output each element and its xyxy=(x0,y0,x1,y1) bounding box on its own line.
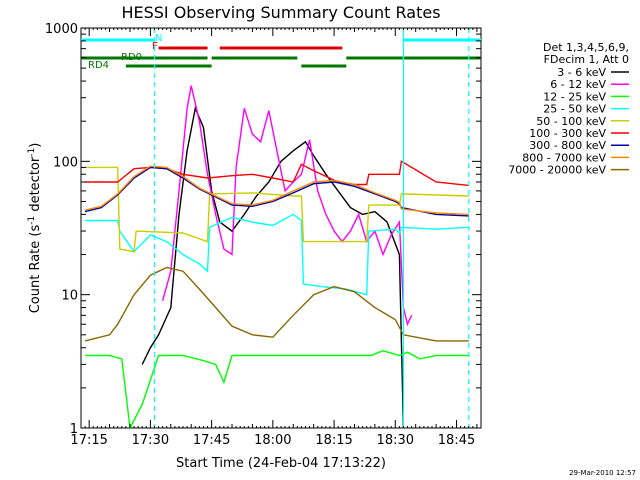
flag-label-2: RD0 xyxy=(121,52,142,63)
x-tick-label-2: 17:45 xyxy=(193,433,230,448)
chart-title: HESSI Observing Summary Count Rates xyxy=(121,3,440,22)
series-line-8 xyxy=(84,266,469,342)
series-line-4 xyxy=(85,166,469,253)
timestamp-stamp: 29-Mar-2010 12:57 xyxy=(569,469,636,477)
flags-layer: NFRD0RD4 xyxy=(81,33,481,71)
x-tick-label-6: 18:45 xyxy=(438,433,475,448)
y-axis-label-sup2: -1 xyxy=(27,148,37,157)
x-tick-label-4: 18:15 xyxy=(315,433,352,448)
legend-label-7: 800 - 7000 keV xyxy=(522,151,606,164)
x-tick-label-1: 17:30 xyxy=(132,433,169,448)
legend-label-6: 300 - 800 keV xyxy=(529,139,606,152)
legend-label-4: 50 - 100 keV xyxy=(536,115,606,128)
x-axis-label: Start Time (24-Feb-04 17:13:22) xyxy=(176,456,386,471)
legend-header-0: Det 1,3,4,5,6,9, xyxy=(543,41,629,54)
legend-header-1: FDecim 1, Att 0 xyxy=(544,53,629,66)
series-line-6 xyxy=(84,166,469,217)
legend-label-0: 3 - 6 keV xyxy=(557,66,606,79)
markers-layer xyxy=(153,28,470,428)
series-line-3 xyxy=(85,213,469,296)
legend-label-5: 100 - 300 keV xyxy=(529,127,606,140)
series-line-5 xyxy=(85,160,469,187)
legend-label-1: 6 - 12 keV xyxy=(550,78,606,91)
series-line-1 xyxy=(161,85,413,327)
legend-label-2: 12 - 25 keV xyxy=(543,90,606,103)
series-line-0 xyxy=(141,105,405,429)
x-tick-label-3: 18:00 xyxy=(254,433,291,448)
x-tick-label-5: 18:30 xyxy=(377,433,414,448)
legend-label-8: 7000 - 20000 keV xyxy=(508,164,606,177)
y-axis-label-sup1: -1 xyxy=(27,216,37,225)
y-axis-label-b: detector xyxy=(28,156,43,216)
x-tick-label-0: 17:15 xyxy=(70,433,107,448)
y-axis-label-a: Count Rate (s xyxy=(28,225,43,314)
series-layer xyxy=(84,85,469,431)
series-line-2 xyxy=(85,349,469,431)
y-axis-label: Count Rate (s-1 detector-1) xyxy=(27,143,43,314)
legend-label-3: 25 - 50 keV xyxy=(543,103,606,116)
y-tick-label-2: 100 xyxy=(53,155,78,170)
tick-labels-layer: 17:15 17:30 17:45 18:00 18:15 18:30 18:45 1 10 10… xyxy=(45,22,475,448)
y-axis-label-c: ) xyxy=(28,143,43,148)
legend: Det 1,3,4,5,6,9,FDecim 1, Att 03 - 6 keV… xyxy=(508,41,629,177)
y-tick-label-3: 1000 xyxy=(45,22,78,37)
flag-label-3: RD4 xyxy=(88,60,109,71)
flag-label-0: N xyxy=(155,33,162,44)
y-tick-label-1: 10 xyxy=(61,289,78,304)
y-tick-label-0: 1 xyxy=(70,422,78,437)
ticks-layer xyxy=(80,27,482,429)
series-line-7 xyxy=(84,165,469,216)
